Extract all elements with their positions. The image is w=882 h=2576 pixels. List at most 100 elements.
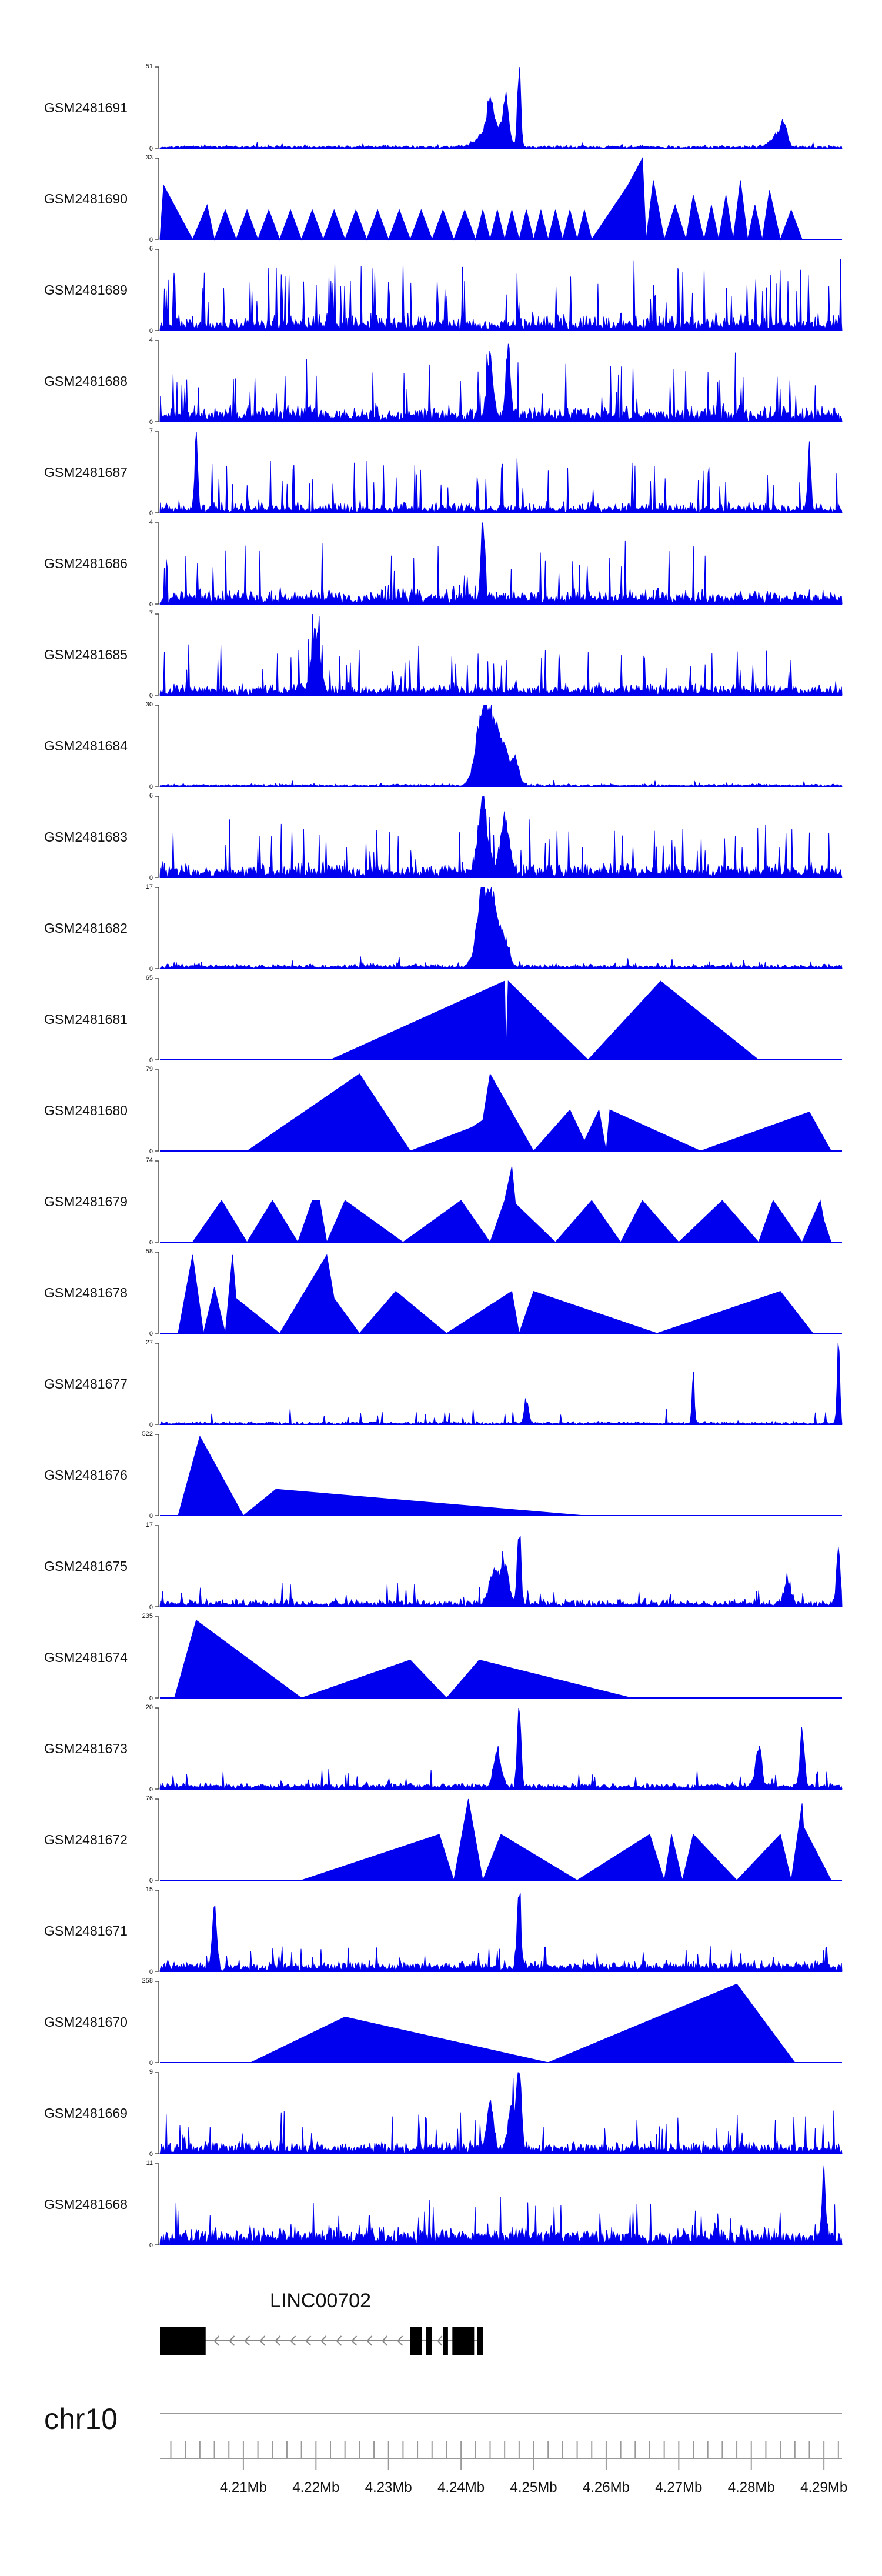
strand-arrow	[382, 2335, 388, 2346]
y-tick-label-max: 58	[146, 1248, 153, 1255]
track-GSM2481675: GSM2481675 17 0	[44, 1521, 843, 1611]
y-tick-label-zero: 0	[149, 2242, 153, 2249]
y-tick-label-max: 27	[146, 1339, 153, 1346]
y-tick-label-max: 15	[146, 1886, 153, 1893]
strand-arrow	[336, 2335, 342, 2346]
exon-block	[452, 2327, 475, 2355]
y-tick-label-max: 74	[146, 1157, 153, 1164]
track-label: GSM2481674	[44, 1650, 128, 1665]
x-tick-label: 4.28Mb	[728, 2480, 775, 2495]
y-tick-label-zero: 0	[149, 419, 153, 426]
track-label: GSM2481677	[44, 1376, 128, 1392]
track-GSM2481669: GSM2481669 9 0	[44, 2068, 843, 2158]
strand-arrow	[366, 2335, 373, 2346]
y-tick-label-zero: 0	[149, 2151, 153, 2158]
coverage-area	[159, 66, 843, 149]
strand-arrow	[437, 2335, 443, 2346]
y-tick-label-zero: 0	[149, 2060, 153, 2067]
track-GSM2481683: GSM2481683 6 0	[44, 792, 843, 882]
coverage-area	[159, 796, 843, 878]
strand-arrow	[259, 2335, 266, 2346]
track-GSM2481670: GSM2481670 258 0	[44, 1977, 842, 2067]
x-tick-label: 4.26Mb	[583, 2480, 630, 2495]
track-GSM2481668: GSM2481668 11 0	[44, 2160, 843, 2249]
coverage-area	[159, 887, 843, 970]
y-tick-label-zero: 0	[149, 1968, 153, 1976]
track-label: GSM2481680	[44, 1103, 128, 1118]
y-tick-label-max: 33	[146, 154, 153, 161]
y-tick-label-max: 11	[146, 2160, 153, 2167]
track-label: GSM2481671	[44, 1923, 128, 1938]
y-tick-label-zero: 0	[149, 783, 153, 790]
coverage-area	[246, 1073, 832, 1152]
y-tick-label-zero: 0	[149, 1786, 153, 1793]
track-GSM2481684: GSM2481684 30 0	[44, 701, 843, 790]
y-tick-label-zero: 0	[149, 236, 153, 243]
coverage-area	[159, 1343, 843, 1426]
coverage-area	[159, 343, 843, 423]
exon-block	[410, 2327, 422, 2355]
coverage-area	[159, 2165, 843, 2246]
chromosome-label: chr10	[44, 2403, 118, 2435]
strand-arrow	[244, 2335, 250, 2346]
track-GSM2481691: GSM2481691 51 0	[44, 63, 843, 152]
track-GSM2481674: GSM2481674 235 0	[44, 1613, 842, 1702]
track-GSM2481686: GSM2481686 4 0	[44, 519, 843, 608]
y-tick-label-max: 6	[149, 792, 153, 799]
x-tick-label: 4.29Mb	[800, 2480, 847, 2495]
gene-annotation-track: LINC00702	[160, 2290, 483, 2355]
coverage-area	[159, 1536, 843, 1608]
y-tick-label-max: 9	[149, 2068, 153, 2076]
coverage-tracks: GSM2481691510GSM2481690330GSM248168960GS…	[44, 63, 843, 2249]
y-tick-label-zero: 0	[149, 145, 153, 152]
strand-arrow	[213, 2335, 220, 2346]
coverage-area	[159, 522, 843, 605]
y-tick-label-zero: 0	[149, 875, 153, 882]
track-GSM2481685: GSM2481685 7 0	[44, 610, 843, 699]
y-tick-label-max: 20	[146, 1704, 153, 1711]
y-tick-label-max: 30	[146, 701, 153, 708]
track-label: GSM2481669	[44, 2105, 128, 2121]
y-tick-label-max: 76	[146, 1795, 153, 1802]
x-tick-label: 4.22Mb	[292, 2480, 339, 2495]
y-tick-label-zero: 0	[149, 692, 153, 699]
y-tick-label-zero: 0	[149, 1148, 153, 1155]
coverage-area	[159, 613, 843, 696]
y-tick-label-max: 17	[146, 1521, 153, 1529]
track-label: GSM2481682	[44, 920, 128, 936]
y-tick-label-zero: 0	[149, 1513, 153, 1520]
exon-block	[477, 2327, 483, 2355]
track-label: GSM2481672	[44, 1832, 128, 1847]
coverage-area	[330, 980, 760, 1060]
y-tick-label-zero: 0	[149, 966, 153, 973]
coverage-area	[159, 1707, 843, 1790]
track-GSM2481690: GSM2481690 33 0	[44, 154, 842, 243]
track-label: GSM2481691	[44, 100, 128, 115]
x-tick-label: 4.23Mb	[365, 2480, 412, 2495]
y-tick-label-zero: 0	[149, 1695, 153, 1702]
gene-name-label: LINC00702	[270, 2290, 371, 2312]
y-tick-label-max: 258	[142, 1977, 153, 1984]
track-GSM2481672: GSM2481672 76 0	[44, 1795, 842, 1884]
coverage-area	[159, 1893, 843, 1973]
track-label: GSM2481687	[44, 465, 128, 480]
coverage-area	[159, 258, 843, 332]
track-GSM2481681: GSM2481681 65 0	[44, 975, 842, 1064]
track-GSM2481676: GSM2481676 522 0	[44, 1430, 842, 1520]
track-label: GSM2481684	[44, 738, 128, 753]
track-GSM2481678: GSM2481678 58 0	[44, 1248, 842, 1337]
strand-arrow	[290, 2335, 296, 2346]
track-GSM2481671: GSM2481671 15 0	[44, 1886, 843, 1976]
track-label: GSM2481681	[44, 1012, 128, 1027]
track-label: GSM2481673	[44, 1741, 128, 1756]
y-tick-label-zero: 0	[149, 1422, 153, 1429]
track-GSM2481682: GSM2481682 17 0	[44, 883, 843, 973]
y-tick-label-zero: 0	[149, 1239, 153, 1246]
exon-block	[443, 2327, 448, 2355]
track-GSM2481680: GSM2481680 79 0	[44, 1066, 842, 1155]
x-tick-label: 4.25Mb	[510, 2480, 557, 2495]
y-tick-label-zero: 0	[149, 1877, 153, 1884]
y-tick-label-max: 522	[142, 1430, 153, 1437]
x-tick-label: 4.24Mb	[437, 2480, 485, 2495]
strand-arrow	[305, 2335, 312, 2346]
